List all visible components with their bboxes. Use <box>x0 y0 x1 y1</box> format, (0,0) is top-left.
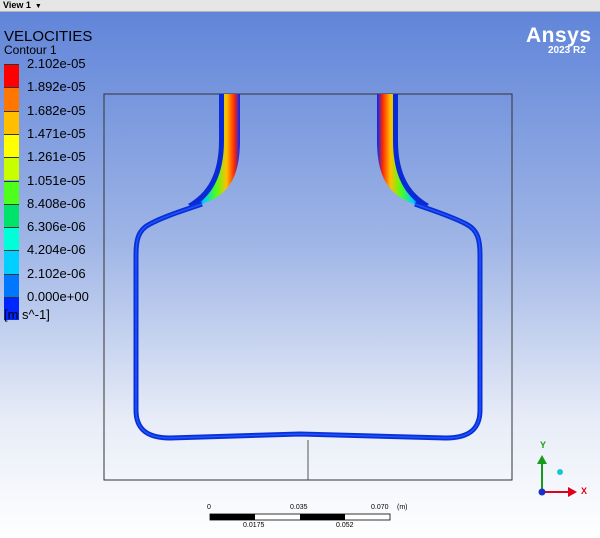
bottle-wall-film <box>133 201 483 441</box>
legend-swatch <box>4 87 19 111</box>
left-neck-wall <box>188 94 224 208</box>
right-neck-contour <box>377 94 425 208</box>
legend-tick-label: 2.102e-06 <box>27 265 86 281</box>
right-neck-wall <box>393 94 429 208</box>
view-selector[interactable]: View 1 ▼ <box>0 0 600 12</box>
ansys-version: 2023 R2 <box>548 45 586 56</box>
legend-tick-label: 8.408e-06 <box>27 195 86 211</box>
view-label[interactable]: View 1 <box>3 0 31 10</box>
legend-swatch <box>4 273 19 297</box>
scale-label-0175: 0.0175 <box>243 522 265 529</box>
legend-swatch <box>4 203 19 228</box>
legend-title: VELOCITIES <box>4 28 93 45</box>
left-neck-contour <box>192 94 240 208</box>
legend-tick-label: 0.000e+00 <box>27 289 89 304</box>
scale-label-0: 0 <box>207 504 211 511</box>
scale-label-035: 0.035 <box>290 504 308 511</box>
scale-bar <box>209 513 391 521</box>
legend-tick-label: 2.102e-05 <box>27 56 86 71</box>
legend-swatch <box>4 157 19 181</box>
scale-label-070: 0.070 <box>371 504 389 511</box>
axis-triad <box>537 455 577 497</box>
caret-down-icon[interactable]: ▼ <box>34 3 42 10</box>
legend-swatch <box>4 297 19 321</box>
ansys-logo: Ansys <box>526 24 592 47</box>
scale-label-052: 0.052 <box>336 522 354 529</box>
legend-units: [m s^-1] <box>4 307 50 322</box>
legend-tick-label: 1.471e-05 <box>27 125 86 141</box>
legend-tick-label: 1.892e-05 <box>27 79 86 95</box>
legend-tick-label: 1.682e-05 <box>27 102 86 118</box>
triad-y-label: Y <box>540 440 547 450</box>
domain-outline <box>103 93 513 481</box>
legend-swatch <box>4 180 19 204</box>
legend-swatch <box>4 227 19 251</box>
legend-tick-label: 4.204e-06 <box>27 242 86 258</box>
bottle-wall-highlight <box>135 203 481 439</box>
legend-swatch <box>4 250 19 274</box>
scale-unit: (m) <box>397 504 408 511</box>
legend-swatch <box>4 64 19 88</box>
legend-tick-label: 6.306e-06 <box>27 219 86 235</box>
legend-tick-label: 1.051e-05 <box>27 172 86 188</box>
legend-tick-label: 1.261e-05 <box>27 149 86 165</box>
triad-x-label: X <box>581 486 588 496</box>
legend-subtitle: Contour 1 <box>4 43 57 57</box>
legend-swatch <box>4 133 19 158</box>
legend-swatch <box>4 110 19 134</box>
